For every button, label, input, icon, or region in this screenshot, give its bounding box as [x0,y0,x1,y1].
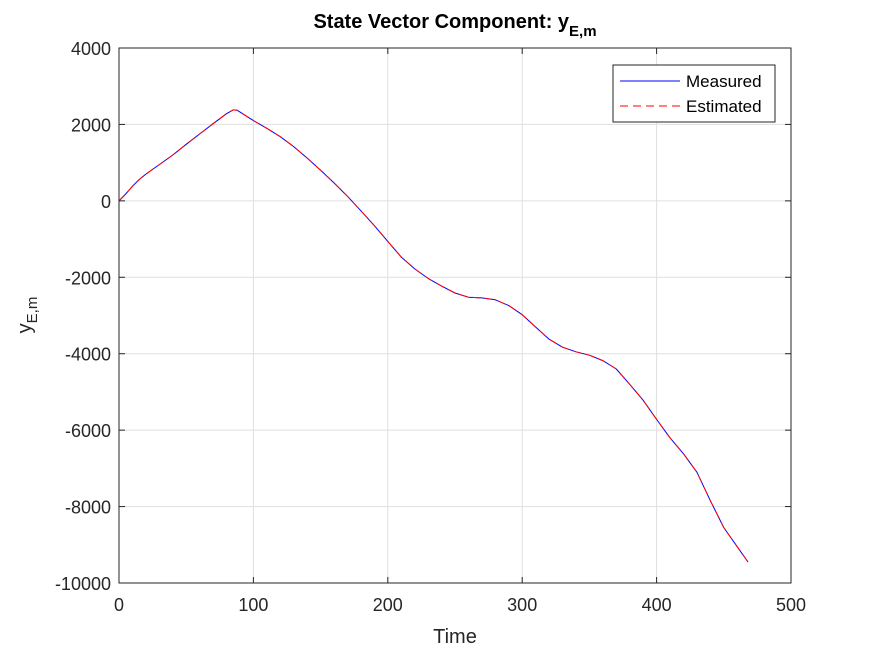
y-axis-label: yE,m [14,297,41,334]
plot-frame [118,47,792,584]
y-axis-label-symbol: y [14,323,36,333]
chart-title: State Vector Component: yE,m [313,11,596,40]
legend-label-estimated: Estimated [686,97,762,116]
legend: Measured Estimated [612,64,776,123]
series-line-estimated [118,109,749,563]
chart-title-text: State Vector Component: [313,11,557,33]
y-axis-label-subscript: E,m [24,297,41,324]
series-layer [118,109,749,563]
y-tick-label: 4000 [71,39,111,59]
x-tick-label: 200 [373,595,403,615]
plot-area [119,48,791,583]
chart-title-subscript: E,m [569,23,597,40]
y-tick-label: -6000 [65,421,111,441]
y-tick-label: -8000 [65,498,111,518]
x-tick-label: 0 [114,595,124,615]
y-tick-label: -2000 [65,268,111,288]
x-axis-label: Time [433,626,477,648]
x-tick-label: 100 [238,595,268,615]
y-tick-label: 2000 [71,115,111,135]
y-tick-label: 0 [101,192,111,212]
x-tick-label: 400 [642,595,672,615]
legend-box [612,64,776,123]
legend-label-measured: Measured [686,72,762,91]
ticks: 0 100 200 300 400 500 -10000 -8000 -6000 -4000 -20… [55,39,806,615]
x-tick-label: 300 [507,595,537,615]
y-tick-label: -10000 [55,574,111,594]
x-tick-label: 500 [776,595,806,615]
y-tick-label: -4000 [65,345,111,365]
chart-title-symbol: y [558,11,570,33]
